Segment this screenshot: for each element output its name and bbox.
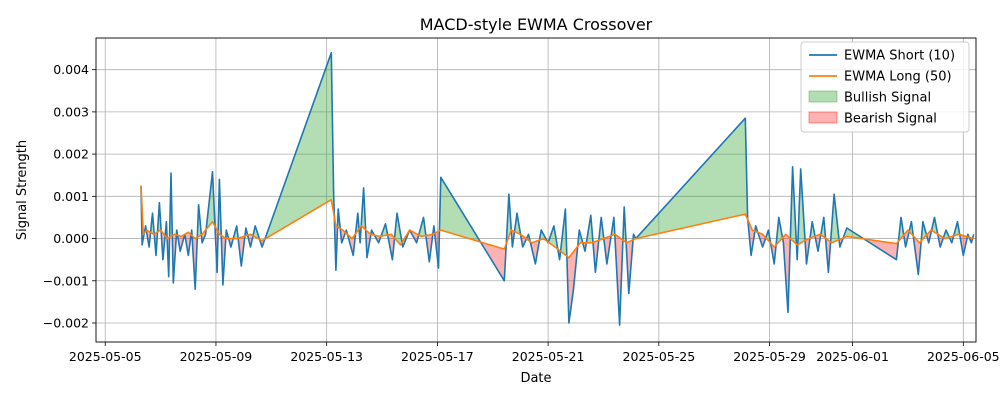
legend-label: EWMA Short (10): [844, 49, 955, 64]
x-tick-label: 2025-05-21: [512, 349, 585, 364]
y-tick-label: −0.002: [43, 316, 89, 331]
bullish-fill: [255, 225, 260, 240]
legend-swatch-fill: [808, 111, 838, 124]
ewma-long-line: [140, 185, 974, 259]
legend-box: [800, 41, 970, 133]
y-axis-title: Signal Strength: [15, 140, 30, 240]
y-tick-label: 0.000: [53, 231, 89, 246]
x-tick-label: 2025-06-01: [816, 349, 889, 364]
x-tick-label: 2025-05-09: [180, 349, 253, 364]
x-axis-title: Date: [520, 371, 551, 386]
x-tick-label: 2025-05-05: [69, 349, 142, 364]
chart-title: MACD-style EWMA Crossover: [420, 15, 653, 34]
plot-area: 2025-05-05 2025-05-09 2025-05-13 2025-05-17…: [43, 37, 1000, 364]
x-tick-label: 2025-05-29: [733, 349, 806, 364]
bearish-fill: [568, 251, 574, 323]
legend: EWMA Short (10) EWMA Long (50) Bullish Sig…: [800, 41, 970, 133]
grid-lines: [96, 38, 976, 342]
plot-frame: [95, 37, 977, 343]
y-tick-label: 0.002: [53, 147, 89, 162]
x-tick-label: 2025-05-17: [401, 349, 474, 364]
legend-label: EWMA Long (50): [844, 70, 952, 85]
tick-labels: 2025-05-05 2025-05-09 2025-05-13 2025-05-17…: [43, 62, 1000, 364]
y-tick-label: −0.001: [43, 273, 89, 288]
y-tick-label: 0.001: [53, 189, 89, 204]
x-tick-label: 2025-06-05: [927, 349, 1000, 364]
y-tick-label: 0.004: [53, 62, 89, 77]
ewma-short-line: [140, 52, 975, 326]
x-tick-label: 2025-05-13: [290, 349, 363, 364]
legend-swatch-fill: [808, 90, 838, 103]
x-tick-label: 2025-05-25: [623, 349, 696, 364]
y-tick-label: 0.003: [53, 104, 89, 119]
legend-label: Bearish Signal: [844, 112, 937, 127]
legend-label: Bullish Signal: [844, 91, 931, 106]
